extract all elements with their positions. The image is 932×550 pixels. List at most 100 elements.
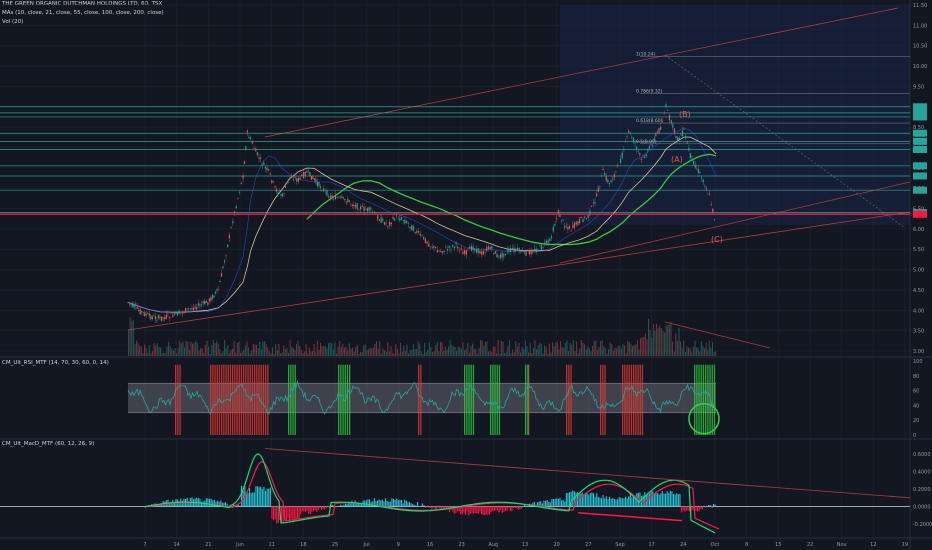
volume-bar bbox=[619, 345, 621, 356]
candle-body bbox=[222, 266, 224, 269]
volume-bar bbox=[353, 351, 355, 356]
volume-bar bbox=[384, 350, 386, 356]
macd-histogram-bar bbox=[298, 506, 300, 519]
fib-label: 0.786(9.32) bbox=[636, 89, 663, 95]
volume-bar bbox=[604, 347, 606, 356]
volume-bar bbox=[478, 347, 480, 356]
candle-body bbox=[455, 242, 457, 245]
volume-bar bbox=[188, 349, 190, 356]
volume-bar bbox=[555, 342, 557, 356]
x-tick-label: 24 bbox=[680, 542, 686, 548]
candle-body bbox=[153, 315, 155, 317]
volume-bar bbox=[374, 343, 376, 356]
volume-bar bbox=[216, 341, 218, 356]
candle-body bbox=[400, 217, 403, 220]
candle-body bbox=[465, 250, 467, 255]
macd-histogram-bar bbox=[173, 502, 175, 507]
candle-body bbox=[626, 135, 628, 137]
volume-bar bbox=[171, 348, 173, 356]
volume-trendline bbox=[664, 321, 771, 349]
candle-body bbox=[239, 192, 241, 193]
candle-body bbox=[501, 252, 503, 258]
volume-bar bbox=[286, 347, 288, 356]
candle-body bbox=[705, 188, 708, 190]
rsi-overbought-bar bbox=[256, 364, 258, 435]
volume-bar bbox=[262, 341, 264, 356]
volume-bar bbox=[609, 342, 611, 356]
macd-histogram-bar bbox=[519, 506, 521, 510]
volume-bar bbox=[492, 346, 494, 356]
candle-body bbox=[131, 303, 134, 307]
candle-body bbox=[435, 247, 437, 248]
x-tick-label: 7 bbox=[143, 542, 146, 548]
candle-body bbox=[584, 216, 586, 218]
candle-body bbox=[644, 156, 646, 159]
volume-bar bbox=[452, 346, 454, 356]
candle-body bbox=[148, 313, 150, 316]
candle-body bbox=[197, 303, 199, 306]
candle-body bbox=[348, 200, 350, 202]
volume-bar bbox=[499, 353, 501, 356]
macd-histogram-bar bbox=[457, 506, 459, 512]
volume-bar bbox=[137, 342, 139, 356]
candle-body bbox=[139, 309, 141, 315]
macd-histogram-bar bbox=[517, 506, 519, 510]
macd-histogram-bar bbox=[439, 506, 441, 511]
macd-histogram-bar bbox=[265, 490, 267, 507]
candle-body bbox=[441, 251, 444, 254]
volume-bar bbox=[267, 347, 269, 356]
candle-body bbox=[605, 176, 607, 181]
rsi-oversold-bar bbox=[702, 364, 705, 435]
candle-body bbox=[292, 179, 294, 181]
candle-body bbox=[237, 198, 239, 199]
rsi-overbought-bar bbox=[234, 364, 236, 435]
candle-body bbox=[296, 178, 298, 182]
macd-histogram-bar bbox=[570, 491, 572, 507]
volume-bar bbox=[500, 340, 502, 356]
candle-body bbox=[650, 144, 652, 146]
candle-body bbox=[162, 317, 164, 319]
macd-histogram-bar bbox=[207, 498, 209, 507]
volume-bar bbox=[491, 352, 493, 356]
volume-bar bbox=[315, 352, 317, 356]
macd-histogram-bar bbox=[482, 506, 484, 516]
level-price-tag bbox=[913, 146, 927, 154]
volume-bar bbox=[513, 352, 515, 356]
volume-bar bbox=[139, 345, 141, 356]
volume-bar bbox=[329, 342, 331, 356]
candle-body bbox=[219, 280, 221, 283]
macd-histogram-bar bbox=[551, 498, 553, 507]
macd-histogram-bar bbox=[332, 504, 334, 507]
macd-label: CM_Ult_MacD_MTF (60, 12, 26, 9) bbox=[2, 441, 95, 447]
volume-bar bbox=[668, 324, 670, 356]
candle-body bbox=[331, 195, 333, 198]
fib-label: 0.5(8.09) bbox=[636, 139, 657, 145]
volume-bar bbox=[204, 344, 206, 356]
volume-bar bbox=[264, 341, 266, 356]
macd-histogram-bar bbox=[319, 506, 321, 508]
macd-histogram-bar bbox=[690, 506, 692, 511]
rsi-oversold-bar bbox=[294, 364, 296, 435]
macd-signal-line bbox=[148, 461, 720, 530]
candle-body bbox=[344, 198, 346, 201]
candle-body bbox=[689, 152, 692, 159]
candle-body bbox=[647, 149, 649, 152]
candle-body bbox=[370, 208, 372, 210]
macd-histogram-bar bbox=[325, 506, 327, 509]
macd-histogram-bar bbox=[708, 505, 710, 507]
candle-body bbox=[392, 217, 394, 219]
macd-histogram-bar bbox=[597, 496, 599, 507]
candle-body bbox=[486, 247, 488, 252]
volume-bar bbox=[696, 347, 698, 356]
candle-body bbox=[516, 247, 519, 251]
macd-tick-label: 0.2000 bbox=[913, 487, 931, 493]
candle-body bbox=[263, 162, 265, 165]
candle-body bbox=[176, 311, 179, 316]
macd-histogram-bar bbox=[301, 506, 303, 512]
candle-body bbox=[157, 315, 160, 319]
x-tick-label: 17 bbox=[648, 542, 654, 548]
volume-bar bbox=[400, 342, 402, 356]
macd-histogram-bar bbox=[589, 493, 591, 507]
macd-histogram-bar bbox=[473, 506, 475, 514]
